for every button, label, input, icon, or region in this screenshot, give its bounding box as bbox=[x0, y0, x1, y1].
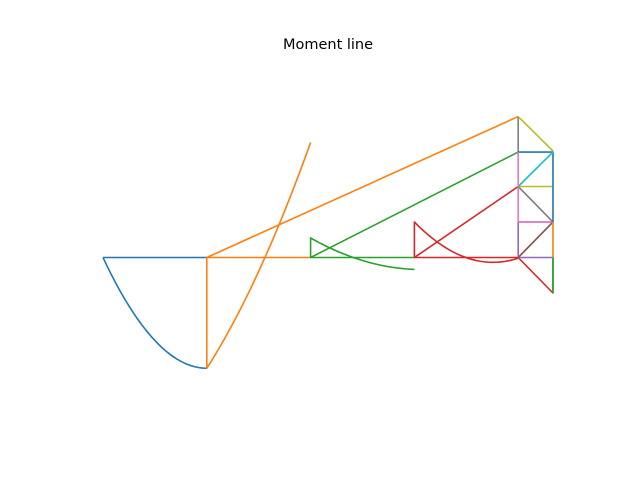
plot-area bbox=[102, 115, 554, 370]
series-segment-5 bbox=[517, 115, 554, 152]
series-red-part-2 bbox=[413, 185, 519, 259]
series-segment-1 bbox=[517, 221, 554, 259]
series-orange-part-1 bbox=[206, 142, 312, 369]
series-green-part-2 bbox=[310, 151, 519, 259]
series-red-part-3 bbox=[517, 256, 554, 294]
chart-title: Moment line bbox=[283, 37, 373, 53]
series-red-part-1 bbox=[413, 221, 519, 264]
series-orange-part-0 bbox=[206, 256, 311, 370]
series-segment-3 bbox=[517, 185, 554, 223]
series-blue-part-1 bbox=[102, 257, 207, 370]
series-segment-8 bbox=[517, 151, 554, 188]
series-green-part-1 bbox=[310, 237, 415, 271]
series-green-part-0 bbox=[309, 237, 415, 259]
series-orange-part-2 bbox=[206, 115, 519, 259]
